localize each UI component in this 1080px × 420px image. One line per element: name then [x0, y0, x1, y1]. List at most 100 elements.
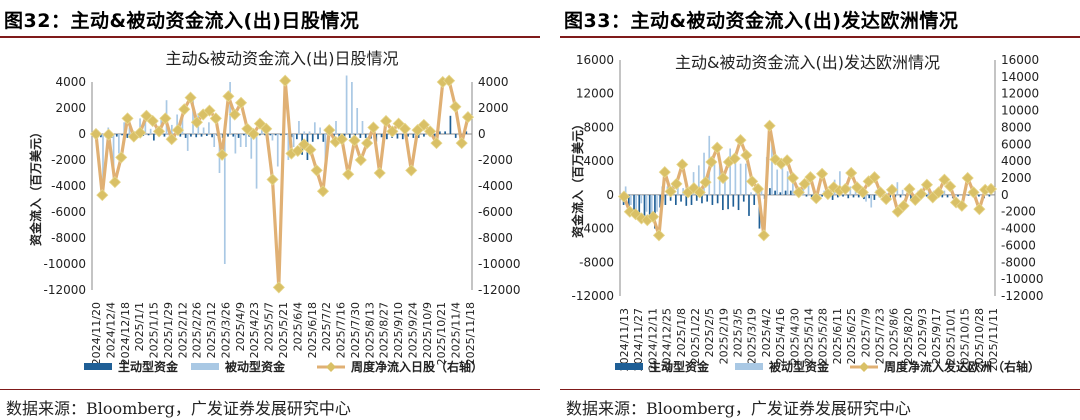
- bar-passive: [849, 186, 852, 195]
- x-tick-label: 2025/1/1: [133, 302, 146, 351]
- net-flow-point: [944, 180, 957, 193]
- net-flow-point: [804, 171, 817, 184]
- y2-tick-label: 6000: [1001, 137, 1032, 151]
- x-tick-label: 2025/4/30: [788, 308, 801, 364]
- y-tick-label: 0: [78, 127, 86, 141]
- bar-active: [805, 194, 808, 197]
- bar-active: [444, 131, 446, 134]
- net-flow-point: [821, 187, 834, 201]
- bar-passive: [192, 100, 194, 134]
- y2-tick-label: -4000: [1001, 222, 1036, 236]
- bar-passive: [250, 134, 253, 159]
- net-flow-point: [222, 90, 235, 103]
- x-tick-label: 2025/9/17: [930, 308, 943, 364]
- net-flow-point: [961, 171, 974, 185]
- net-flow-point: [967, 186, 980, 199]
- net-flow-point: [108, 176, 121, 189]
- bar-passive: [208, 122, 210, 134]
- bar-active: [317, 134, 319, 140]
- bar-passive: [303, 131, 306, 134]
- bar-active: [190, 134, 192, 137]
- figure-title: 图32：主动&被动资金流入(出)日股情况: [4, 10, 360, 32]
- net-flow-point: [310, 164, 323, 177]
- x-tick-label: 2024/12/25: [661, 308, 674, 371]
- net-flow-point: [781, 154, 794, 167]
- bar-active: [701, 194, 703, 204]
- net-flow-point: [676, 158, 689, 171]
- bar-passive: [697, 165, 700, 195]
- net-flow-line: [622, 124, 992, 237]
- net-flow-point: [716, 171, 730, 185]
- bar-active: [685, 194, 688, 206]
- bar-active: [753, 194, 756, 205]
- y2-tick-label: 2000: [1001, 171, 1032, 185]
- bar-active: [748, 194, 750, 216]
- bar-active: [147, 134, 150, 136]
- net-flow-point: [184, 91, 197, 104]
- y2-tick-label: -10000: [478, 257, 521, 271]
- bar-active: [769, 188, 771, 195]
- net-flow-point: [658, 166, 671, 179]
- net-flow-point: [903, 182, 916, 196]
- x-tick-label: 2025/10/28: [973, 308, 986, 371]
- bar-passive: [865, 194, 867, 202]
- net-flow-point: [455, 137, 468, 150]
- net-flow-point: [209, 112, 222, 125]
- y-tick-label: -8000: [579, 255, 614, 269]
- legend-label-passive: 被动型资金: [769, 359, 830, 374]
- net-flow-point: [617, 190, 631, 203]
- bar-passive: [901, 189, 904, 195]
- x-tick-label: 2024/12/11: [646, 308, 659, 371]
- bar-active: [163, 134, 166, 137]
- legend-marker-net: [326, 362, 336, 372]
- bar-passive: [345, 75, 348, 134]
- net-flow-point: [405, 164, 418, 177]
- bar-active: [847, 194, 850, 199]
- bar-passive: [261, 130, 263, 134]
- legend-swatch-active: [615, 363, 643, 370]
- bar-active: [227, 134, 229, 137]
- y2-tick-label: -6000: [478, 205, 513, 219]
- bar-passive: [792, 182, 794, 195]
- bar-active: [737, 194, 740, 211]
- net-flow-point: [664, 185, 677, 198]
- net-flow-point: [361, 137, 374, 150]
- y-tick-label: 4000: [583, 154, 614, 168]
- bar-passive: [839, 171, 841, 195]
- x-tick-label: 2025/5/7: [263, 302, 276, 351]
- net-flow-point: [146, 114, 159, 128]
- bar-passive: [786, 171, 789, 195]
- bar-active: [211, 134, 213, 138]
- net-flow-line: [94, 79, 470, 289]
- net-flow-point: [102, 128, 115, 141]
- bar-active: [643, 194, 646, 216]
- bar-passive: [112, 134, 115, 180]
- bar-active: [659, 194, 661, 208]
- bar-active: [868, 194, 871, 199]
- bar-active: [433, 134, 436, 137]
- y-tick-label: 2000: [55, 101, 86, 115]
- legend-swatch-active: [84, 363, 112, 370]
- bar-active: [978, 194, 980, 197]
- bar-passive: [102, 134, 104, 193]
- bar-passive: [319, 127, 321, 134]
- y2-tick-label: -8000: [478, 231, 513, 245]
- bar-active: [633, 194, 635, 212]
- x-tick-label: 2025/4/9: [234, 302, 247, 351]
- bar-passive: [128, 127, 131, 134]
- bar-passive: [703, 152, 705, 195]
- bar-active: [465, 131, 468, 134]
- bar-passive: [335, 121, 337, 134]
- bar-active: [690, 194, 693, 205]
- y2-tick-label: -12000: [1001, 289, 1044, 303]
- bar-passive: [255, 134, 258, 189]
- net-flow-point: [856, 186, 869, 199]
- y-tick-label: -10000: [43, 257, 86, 271]
- bar-passive: [351, 82, 353, 134]
- bar-passive: [271, 134, 274, 141]
- net-flow-point: [798, 177, 811, 190]
- bar-passive: [123, 122, 126, 134]
- bar-active: [359, 134, 362, 138]
- net-flow-point: [266, 173, 279, 186]
- net-flow-point: [253, 117, 266, 130]
